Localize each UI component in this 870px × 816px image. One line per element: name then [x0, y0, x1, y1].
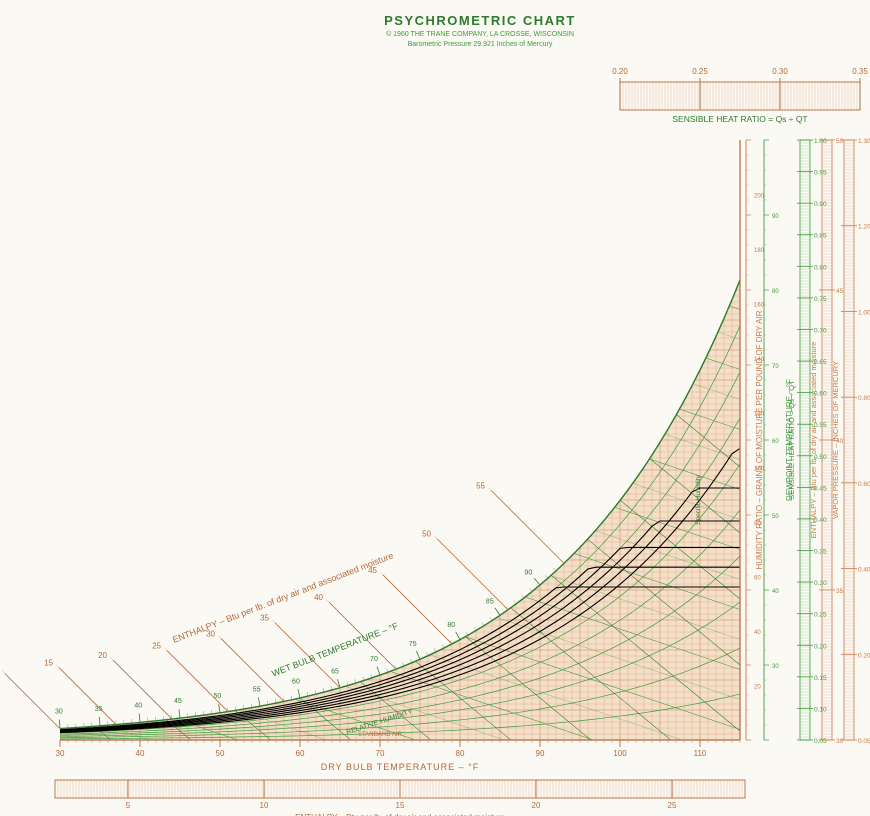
svg-text:45: 45 [174, 698, 182, 705]
svg-text:30: 30 [56, 749, 65, 758]
svg-text:Specific Humidity: Specific Humidity [695, 474, 702, 525]
svg-text:50: 50 [836, 138, 844, 145]
svg-text:0.05: 0.05 [858, 738, 870, 745]
svg-text:75: 75 [409, 641, 417, 648]
svg-text:1.20: 1.20 [858, 224, 870, 231]
svg-text:30: 30 [772, 664, 779, 670]
svg-text:1.00: 1.00 [858, 309, 870, 316]
svg-text:SENSIBLE HEAT RATIO = Qs ÷ QT: SENSIBLE HEAT RATIO = Qs ÷ QT [787, 380, 796, 500]
svg-text:30: 30 [55, 709, 63, 716]
svg-text:40: 40 [772, 589, 779, 595]
svg-text:0.25: 0.25 [814, 612, 827, 619]
svg-text:Barometric Pressure 29.921 Inc: Barometric Pressure 29.921 Inches of Mer… [408, 41, 553, 48]
svg-text:50: 50 [422, 530, 431, 539]
svg-text:55: 55 [253, 686, 261, 693]
svg-text:25: 25 [668, 801, 677, 810]
svg-text:SENSIBLE HEAT RATIO = Qs ÷ QT: SENSIBLE HEAT RATIO = Qs ÷ QT [672, 114, 807, 124]
svg-text:15: 15 [44, 659, 53, 668]
svg-text:0.75: 0.75 [814, 296, 827, 303]
svg-text:40: 40 [314, 593, 323, 602]
svg-text:1.00: 1.00 [814, 138, 827, 145]
svg-text:160: 160 [754, 303, 765, 309]
svg-text:30: 30 [836, 738, 844, 745]
svg-text:90: 90 [524, 569, 532, 576]
svg-text:70: 70 [370, 656, 378, 663]
svg-text:20: 20 [754, 684, 761, 690]
svg-text:80: 80 [772, 289, 779, 295]
svg-text:55: 55 [476, 481, 485, 490]
svg-text:5: 5 [126, 801, 131, 810]
svg-text:20: 20 [532, 801, 541, 810]
svg-text:© 1960 THE TRANE COMPANY, LA C: © 1960 THE TRANE COMPANY, LA CROSSE, WIS… [386, 30, 574, 38]
svg-text:0.25: 0.25 [692, 67, 708, 76]
svg-text:200: 200 [754, 194, 765, 200]
svg-text:80: 80 [456, 749, 465, 758]
svg-text:0.80: 0.80 [814, 264, 827, 271]
svg-text:0.70: 0.70 [814, 327, 827, 334]
svg-text:180: 180 [754, 248, 765, 254]
svg-text:90: 90 [536, 749, 545, 758]
svg-text:100: 100 [613, 749, 627, 758]
svg-text:50: 50 [772, 514, 779, 520]
svg-text:0.15: 0.15 [814, 675, 827, 682]
svg-text:60: 60 [772, 439, 779, 445]
svg-text:90: 90 [772, 214, 779, 220]
svg-text:0.35: 0.35 [814, 549, 827, 556]
svg-text:PSYCHROMETRIC CHART: PSYCHROMETRIC CHART [384, 13, 576, 28]
svg-text:ENTHALPY – Btu per lb. of dry: ENTHALPY – Btu per lb. of dry air and as… [809, 342, 818, 539]
svg-text:35: 35 [836, 588, 844, 595]
svg-text:70: 70 [772, 364, 779, 370]
svg-text:50: 50 [213, 693, 221, 700]
svg-text:85: 85 [486, 598, 494, 605]
svg-text:80: 80 [447, 622, 455, 629]
svg-text:70: 70 [376, 749, 385, 758]
svg-text:DRY BULB TEMPERATURE – °F: DRY BULB TEMPERATURE – °F [321, 762, 479, 772]
svg-text:40: 40 [134, 702, 142, 709]
svg-text:0.85: 0.85 [814, 233, 827, 240]
svg-text:65: 65 [331, 668, 339, 675]
svg-text:0.35: 0.35 [852, 67, 868, 76]
svg-text:VAPOR PRESSURE – INCHES OF MER: VAPOR PRESSURE – INCHES OF MERCURY [831, 361, 840, 519]
svg-text:HUMIDITY RATIO – GRAINS OF MOI: HUMIDITY RATIO – GRAINS OF MOISTURE PER … [755, 310, 764, 569]
svg-text:110: 110 [694, 749, 707, 758]
svg-text:0.80: 0.80 [858, 395, 870, 402]
psychrometric-chart: PSYCHROMETRIC CHART © 1960 THE TRANE COMP… [0, 0, 870, 816]
svg-text:STANDARD AIR: STANDARD AIR [358, 732, 403, 738]
svg-text:20: 20 [98, 651, 107, 660]
svg-text:0.30: 0.30 [772, 67, 788, 76]
svg-text:60: 60 [754, 575, 761, 581]
svg-text:60: 60 [296, 749, 305, 758]
svg-text:35: 35 [260, 614, 269, 623]
svg-text:0.20: 0.20 [858, 652, 870, 659]
svg-text:0.60: 0.60 [858, 481, 870, 488]
svg-text:0.90: 0.90 [814, 201, 827, 208]
svg-text:50: 50 [216, 749, 225, 758]
svg-text:0.40: 0.40 [858, 567, 870, 574]
svg-text:15: 15 [396, 801, 405, 810]
svg-text:60: 60 [292, 678, 300, 685]
svg-text:45: 45 [836, 288, 844, 295]
svg-text:0.20: 0.20 [612, 67, 628, 76]
svg-text:40: 40 [136, 749, 145, 758]
svg-text:0.20: 0.20 [814, 643, 827, 650]
svg-text:0.05: 0.05 [814, 738, 827, 745]
svg-text:25: 25 [152, 642, 161, 651]
svg-text:1.30: 1.30 [858, 138, 870, 145]
svg-text:10: 10 [260, 801, 269, 810]
svg-text:0.30: 0.30 [814, 580, 827, 587]
svg-text:40: 40 [754, 630, 761, 636]
